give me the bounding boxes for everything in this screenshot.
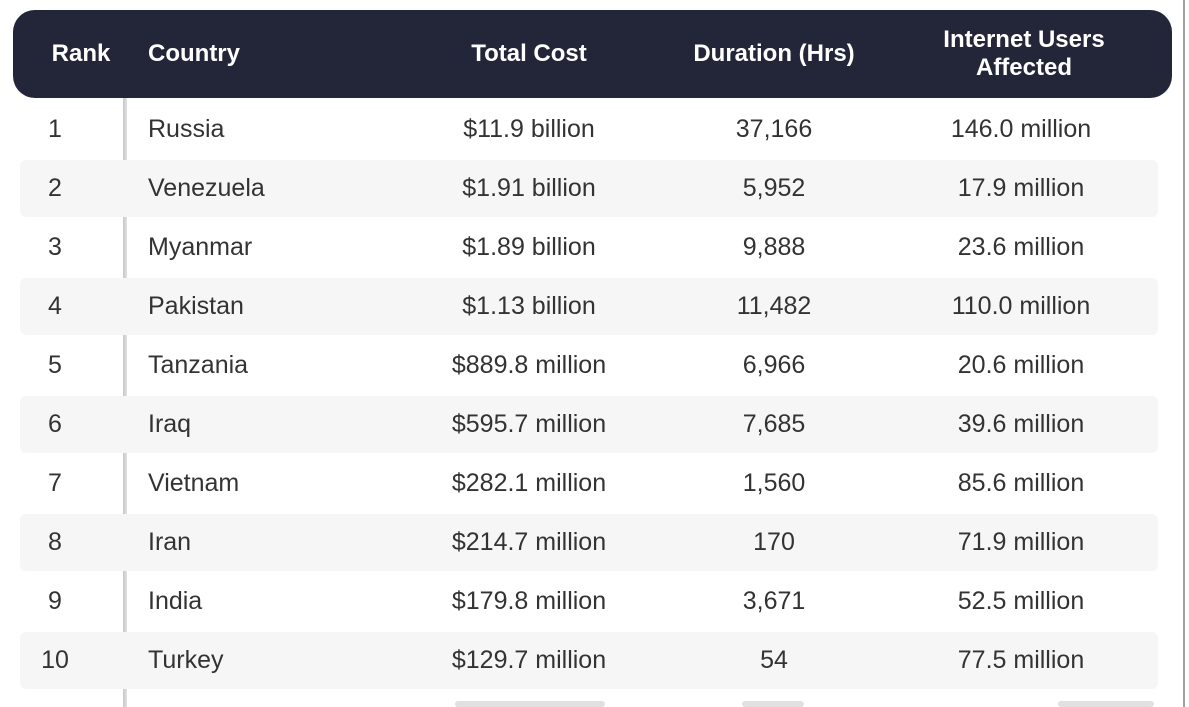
table-row: 5 Tanzania $889.8 million 6,966 20.6 million xyxy=(0,336,1189,395)
clipped-next-row-remnant xyxy=(1058,701,1154,707)
clipped-next-row-remnant xyxy=(742,701,804,707)
table-row: 9 India $179.8 million 3,671 52.5 million xyxy=(0,572,1189,631)
cell-rank: 7 xyxy=(48,469,62,497)
cell-users: 110.0 million xyxy=(951,292,1091,320)
screenshot-right-edge xyxy=(1183,0,1185,707)
cell-cost: $889.8 million xyxy=(451,351,607,379)
cell-cost: $129.7 million xyxy=(451,646,607,674)
cell-duration: 37,166 xyxy=(735,115,813,143)
table-row: 8 Iran $214.7 million 170 71.9 million xyxy=(0,513,1189,572)
cell-duration: 7,685 xyxy=(742,410,806,438)
cell-users: 52.5 million xyxy=(957,587,1085,615)
cell-users: 23.6 million xyxy=(957,233,1085,261)
cell-country: Pakistan xyxy=(148,292,244,320)
table-row: 2 Venezuela $1.91 billion 5,952 17.9 million xyxy=(0,159,1189,218)
table-body: 1 Russia $11.9 billion 37,166 146.0 million 2… xyxy=(0,100,1189,690)
cell-cost: $1.91 billion xyxy=(462,174,596,202)
table-row: 3 Myanmar $1.89 billion 9,888 23.6 million xyxy=(0,218,1189,277)
table-header: Rank Country Total Cost Duration (Hrs) I… xyxy=(13,10,1172,98)
cell-duration: 1,560 xyxy=(742,469,806,497)
cell-duration: 9,888 xyxy=(742,233,806,261)
cell-cost: $1.13 billion xyxy=(462,292,596,320)
table-row: 1 Russia $11.9 billion 37,166 146.0 million xyxy=(0,100,1189,159)
cell-cost: $179.8 million xyxy=(451,587,607,615)
cell-country: Iraq xyxy=(148,410,192,438)
cell-rank: 8 xyxy=(48,528,62,556)
cell-users: 20.6 million xyxy=(957,351,1085,379)
cell-country: Tanzania xyxy=(148,351,249,379)
cell-country: Venezuela xyxy=(148,174,265,202)
header-total-cost: Total Cost xyxy=(471,40,587,67)
cell-cost: $11.9 billion xyxy=(463,115,595,143)
cell-users: 71.9 million xyxy=(957,528,1085,556)
cell-rank: 1 xyxy=(48,115,62,143)
cell-users: 85.6 million xyxy=(957,469,1085,497)
cell-cost: $1.89 billion xyxy=(462,233,596,261)
header-duration: Duration (Hrs) xyxy=(693,40,855,67)
cell-country: India xyxy=(148,587,203,615)
cell-duration: 54 xyxy=(760,646,788,674)
cell-duration: 5,952 xyxy=(742,174,806,202)
cell-rank: 6 xyxy=(48,410,62,438)
cell-rank: 2 xyxy=(48,174,62,202)
cell-duration: 3,671 xyxy=(742,587,806,615)
table-row: 6 Iraq $595.7 million 7,685 39.6 million xyxy=(0,395,1189,454)
cell-rank: 4 xyxy=(48,292,62,320)
cell-duration: 6,966 xyxy=(742,351,806,379)
cell-users: 146.0 million xyxy=(950,115,1092,143)
cell-users: 77.5 million xyxy=(957,646,1085,674)
cell-users: 17.9 million xyxy=(957,174,1085,202)
header-country: Country xyxy=(148,40,240,67)
cell-rank: 9 xyxy=(48,587,62,615)
header-internet-users-affected: Internet Users Affected xyxy=(943,26,1105,81)
cell-cost: $282.1 million xyxy=(451,469,607,497)
cell-rank: 10 xyxy=(41,646,69,674)
cell-country: Russia xyxy=(148,115,225,143)
cell-cost: $214.7 million xyxy=(451,528,607,556)
cell-country: Vietnam xyxy=(148,469,240,497)
cell-country: Myanmar xyxy=(148,233,253,261)
table-row: 7 Vietnam $282.1 million 1,560 85.6 million xyxy=(0,454,1189,513)
cell-cost: $595.7 million xyxy=(451,410,607,438)
clipped-next-row-remnant xyxy=(455,701,605,707)
cell-users: 39.6 million xyxy=(957,410,1085,438)
cell-country: Turkey xyxy=(148,646,224,674)
table-row: 10 Turkey $129.7 million 54 77.5 million xyxy=(0,631,1189,690)
header-rank: Rank xyxy=(51,40,111,67)
cell-duration: 170 xyxy=(753,528,795,556)
cell-rank: 5 xyxy=(48,351,62,379)
table-row: 4 Pakistan $1.13 billion 11,482 110.0 millio… xyxy=(0,277,1189,336)
cell-country: Iran xyxy=(148,528,192,556)
cell-duration: 11,482 xyxy=(736,292,812,320)
cell-rank: 3 xyxy=(48,233,62,261)
